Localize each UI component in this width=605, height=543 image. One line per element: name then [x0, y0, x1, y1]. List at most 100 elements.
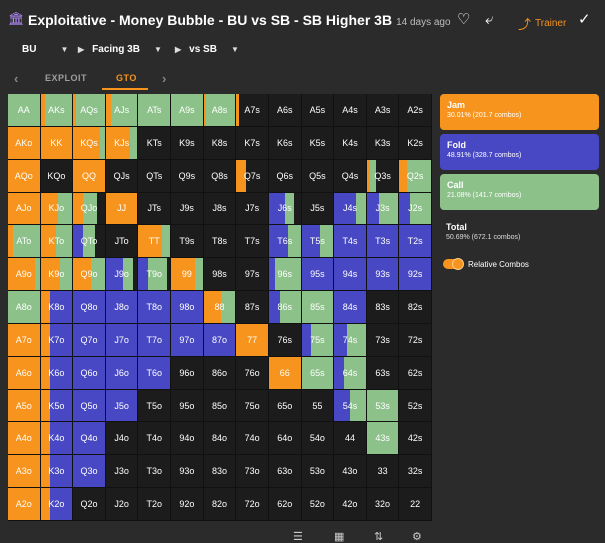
- hand-cell-75s[interactable]: 75s: [301, 323, 335, 357]
- hand-cell-K3o[interactable]: K3o: [40, 455, 74, 489]
- hand-cell-52o[interactable]: 52o: [301, 488, 335, 521]
- hand-cell-K7o[interactable]: K7o: [40, 323, 74, 357]
- hand-cell-J2o[interactable]: J2o: [105, 488, 139, 521]
- hand-cell-T8o[interactable]: T8o: [138, 291, 172, 324]
- hand-cell-53o[interactable]: 53o: [301, 455, 335, 489]
- hand-cell-76o[interactable]: 76o: [236, 356, 269, 390]
- tab-gto[interactable]: GTO: [116, 73, 137, 83]
- position-filter[interactable]: BU ▼: [22, 44, 68, 55]
- hand-cell-T4s[interactable]: T4s: [334, 225, 367, 259]
- hand-cell-J6s[interactable]: J6s: [268, 192, 302, 226]
- hand-cell-83o[interactable]: 83o: [203, 455, 237, 489]
- fold-legend[interactable]: Fold 48.91% (328.7 combos): [440, 134, 599, 170]
- hand-cell-QTs[interactable]: QTs: [138, 159, 172, 193]
- hand-cell-73s[interactable]: 73s: [366, 323, 400, 357]
- hand-cell-32o[interactable]: 32o: [366, 488, 400, 521]
- hand-cell-J9o[interactable]: J9o: [105, 258, 139, 292]
- hand-cell-JTs[interactable]: JTs: [138, 192, 172, 226]
- hand-cell-54s[interactable]: 54s: [334, 389, 367, 423]
- hand-cell-A3s[interactable]: A3s: [366, 94, 400, 127]
- hand-cell-98o[interactable]: 98o: [171, 291, 204, 324]
- hand-cell-43o[interactable]: 43o: [334, 455, 367, 489]
- hand-cell-Q2s[interactable]: Q2s: [399, 159, 432, 193]
- hand-cell-83s[interactable]: 83s: [366, 291, 400, 324]
- hand-cell-98s[interactable]: 98s: [203, 258, 237, 292]
- settings-icon[interactable]: ⚙: [412, 531, 422, 543]
- hand-cell-73o[interactable]: 73o: [236, 455, 269, 489]
- hand-cell-T9o[interactable]: T9o: [138, 258, 172, 292]
- hand-cell-84s[interactable]: 84s: [334, 291, 367, 324]
- hand-cell-32s[interactable]: 32s: [399, 455, 432, 489]
- hand-cell-K4s[interactable]: K4s: [334, 126, 367, 160]
- hand-cell-64o[interactable]: 64o: [268, 422, 302, 456]
- hand-cell-KJo[interactable]: KJo: [40, 192, 74, 226]
- hand-cell-T5s[interactable]: T5s: [301, 225, 335, 259]
- hand-cell-A9o[interactable]: A9o: [8, 258, 41, 292]
- hand-cell-97s[interactable]: 97s: [236, 258, 269, 292]
- hand-cell-74o[interactable]: 74o: [236, 422, 269, 456]
- hand-cell-AKo[interactable]: AKo: [8, 126, 41, 160]
- hand-cell-88[interactable]: 88: [203, 291, 237, 324]
- hand-cell-K8s[interactable]: K8s: [203, 126, 237, 160]
- hand-cell-T2s[interactable]: T2s: [399, 225, 432, 259]
- hand-cell-44[interactable]: 44: [334, 422, 367, 456]
- hand-cell-J3o[interactable]: J3o: [105, 455, 139, 489]
- hand-cell-94s[interactable]: 94s: [334, 258, 367, 292]
- hand-cell-K9s[interactable]: K9s: [171, 126, 204, 160]
- hand-cell-84o[interactable]: 84o: [203, 422, 237, 456]
- hand-cell-TT[interactable]: TT: [138, 225, 172, 259]
- hand-cell-54o[interactable]: 54o: [301, 422, 335, 456]
- hand-cell-K6s[interactable]: K6s: [268, 126, 302, 160]
- hand-cell-J3s[interactable]: J3s: [366, 192, 400, 226]
- hand-cell-K4o[interactable]: K4o: [40, 422, 74, 456]
- hand-cell-K8o[interactable]: K8o: [40, 291, 74, 324]
- hand-cell-T9s[interactable]: T9s: [171, 225, 204, 259]
- hand-cell-A8o[interactable]: A8o: [8, 291, 41, 324]
- hand-cell-86s[interactable]: 86s: [268, 291, 302, 324]
- check-icon[interactable]: ✓: [578, 11, 591, 28]
- hand-cell-96s[interactable]: 96s: [268, 258, 302, 292]
- hand-cell-KQs[interactable]: KQs: [73, 126, 106, 160]
- hand-cell-K2o[interactable]: K2o: [40, 488, 74, 521]
- hand-cell-KTo[interactable]: KTo: [40, 225, 74, 259]
- hand-cell-93s[interactable]: 93s: [366, 258, 400, 292]
- hand-cell-A5s[interactable]: A5s: [301, 94, 335, 127]
- hand-cell-T3o[interactable]: T3o: [138, 455, 172, 489]
- hand-cell-Q7o[interactable]: Q7o: [73, 323, 106, 357]
- hand-cell-Q7s[interactable]: Q7s: [236, 159, 269, 193]
- toggle-switch[interactable]: [443, 258, 464, 270]
- relative-combos-toggle[interactable]: Relative Combos: [443, 258, 529, 270]
- hand-cell-A3o[interactable]: A3o: [8, 455, 41, 489]
- hand-cell-99[interactable]: 99: [171, 258, 204, 292]
- hand-cell-A5o[interactable]: A5o: [8, 389, 41, 423]
- hand-cell-K5s[interactable]: K5s: [301, 126, 335, 160]
- hand-cell-A7o[interactable]: A7o: [8, 323, 41, 357]
- hand-cell-T6s[interactable]: T6s: [268, 225, 302, 259]
- hand-cell-85s[interactable]: 85s: [301, 291, 335, 324]
- hand-cell-T5o[interactable]: T5o: [138, 389, 172, 423]
- hand-cell-A6s[interactable]: A6s: [268, 94, 302, 127]
- hand-cell-AA[interactable]: AA: [8, 94, 41, 127]
- hand-cell-JTo[interactable]: JTo: [105, 225, 139, 259]
- hand-cell-Q4s[interactable]: Q4s: [334, 159, 367, 193]
- hand-cell-T7o[interactable]: T7o: [138, 323, 172, 357]
- hand-cell-AJo[interactable]: AJo: [8, 192, 41, 226]
- hand-cell-J7o[interactable]: J7o: [105, 323, 139, 357]
- hand-cell-63s[interactable]: 63s: [366, 356, 400, 390]
- action-filter[interactable]: ▶ Facing 3B ▼: [78, 44, 162, 55]
- hand-cell-96o[interactable]: 96o: [171, 356, 204, 390]
- trainer-button[interactable]: ⤴ Trainer: [518, 14, 566, 33]
- hand-cell-JJ[interactable]: JJ: [105, 192, 139, 226]
- hand-cell-Q8s[interactable]: Q8s: [203, 159, 237, 193]
- hand-cell-AQs[interactable]: AQs: [73, 94, 106, 127]
- tab-exploit[interactable]: EXPLOIT: [45, 73, 88, 83]
- hand-cell-92s[interactable]: 92s: [399, 258, 432, 292]
- hand-cell-Q3s[interactable]: Q3s: [366, 159, 400, 193]
- hand-cell-KTs[interactable]: KTs: [138, 126, 172, 160]
- hand-cell-QJs[interactable]: QJs: [105, 159, 139, 193]
- hand-cell-QTo[interactable]: QTo: [73, 225, 106, 259]
- hand-cell-J5s[interactable]: J5s: [301, 192, 335, 226]
- hand-cell-K7s[interactable]: K7s: [236, 126, 269, 160]
- hand-cell-65o[interactable]: 65o: [268, 389, 302, 423]
- hand-cell-77[interactable]: 77: [236, 323, 269, 357]
